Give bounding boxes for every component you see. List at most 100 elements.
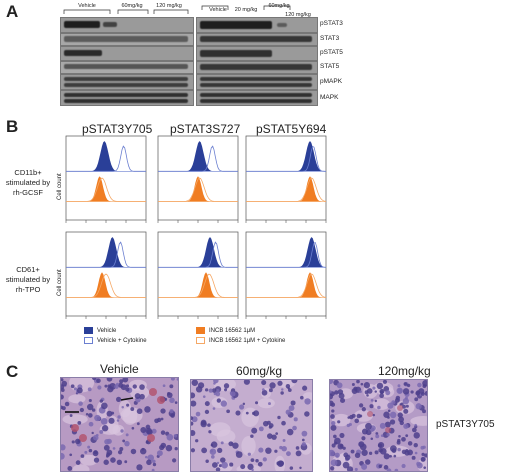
cell-nucleus — [191, 380, 199, 387]
cell-nucleus — [378, 447, 383, 453]
cell-nucleus — [212, 407, 216, 410]
cell-nucleus — [221, 461, 228, 469]
flow-peak-incb — [246, 176, 326, 202]
cell-nucleus — [402, 398, 410, 405]
blot-label-pmapk: pMAPK — [320, 78, 343, 85]
cell-nucleus — [230, 391, 236, 397]
cytoplasm-patch — [72, 464, 90, 471]
cell-nucleus — [76, 387, 83, 394]
cell-nucleus — [365, 422, 372, 430]
cell-nucleus — [154, 418, 159, 424]
cell-nucleus — [130, 448, 137, 455]
cell-nucleus — [197, 382, 205, 389]
cell-nucleus — [304, 398, 311, 405]
legend-text-incb-cytokine: INCB 16562 1μM + Cytokine — [209, 337, 286, 344]
cell-nucleus — [331, 420, 336, 426]
flow-peak-incb — [66, 272, 146, 298]
cell-nucleus — [201, 447, 208, 454]
cell-nucleus — [136, 464, 143, 471]
cell-nucleus — [208, 430, 212, 434]
blot-left-group-120: 120 mg/kg — [156, 3, 182, 9]
cell-nucleus — [247, 452, 251, 456]
cell-nucleus — [116, 419, 120, 422]
cell-nucleus — [416, 461, 421, 467]
cell-nucleus — [166, 392, 173, 399]
cell-nucleus — [136, 408, 143, 415]
cell-nucleus — [379, 393, 384, 399]
legend-text-incb: INCB 16562 1μM — [209, 327, 256, 334]
cell-nucleus — [151, 428, 157, 434]
blot-label-pstat5: pSTAT5 — [320, 49, 343, 56]
cell-nucleus — [277, 415, 281, 420]
cell-nucleus — [220, 441, 224, 445]
cell-nucleus — [271, 434, 277, 440]
cell-nucleus — [396, 440, 401, 445]
cell-nucleus — [116, 459, 123, 465]
blot-left-brackets — [63, 9, 189, 14]
cell-nucleus — [289, 466, 294, 470]
cell-nucleus — [361, 449, 368, 456]
histology-title-60: 60mg/kg — [236, 364, 283, 378]
cell-nucleus — [423, 466, 427, 469]
cell-nucleus — [393, 454, 397, 458]
cell-nucleus — [162, 384, 166, 388]
cell-nucleus — [132, 384, 137, 389]
cell-nucleus — [337, 443, 344, 450]
cell-nucleus — [385, 390, 391, 396]
cell-nucleus — [261, 389, 268, 396]
blot-left-strip-stat5 — [60, 61, 194, 74]
blot-right-strip-stat3 — [196, 33, 318, 46]
cell-nucleus — [111, 411, 115, 415]
flow-plot-frame — [157, 231, 239, 317]
histology-image-120 — [329, 379, 428, 472]
legend-text-vehicle-cytokine: Vehicle + Cytokine — [97, 337, 147, 344]
cell-nucleus — [211, 388, 217, 393]
cell-nucleus — [147, 454, 155, 462]
cell-nucleus — [204, 388, 209, 392]
cell-nucleus — [413, 432, 420, 439]
cell-nucleus — [401, 436, 406, 442]
cell-nucleus — [410, 390, 414, 394]
cell-nucleus — [125, 433, 129, 437]
cell-nucleus — [387, 409, 391, 413]
cell-nucleus — [354, 418, 360, 424]
cell-nucleus — [170, 413, 175, 418]
cell-nucleus — [330, 400, 334, 406]
cell-nucleus — [372, 413, 376, 417]
histology-image-vehicle — [60, 377, 179, 472]
blot-label-stat5: STAT5 — [320, 63, 340, 70]
cell-nucleus — [402, 388, 410, 395]
cell-nucleus — [358, 403, 364, 408]
cell-nucleus — [363, 382, 371, 389]
cell-nucleus — [351, 382, 355, 386]
cell-nucleus — [350, 449, 355, 454]
cell-nucleus — [130, 407, 135, 411]
cytoplasm-patch — [241, 436, 256, 456]
cell-nucleus — [374, 399, 378, 403]
cell-nucleus — [291, 380, 298, 384]
cell-nucleus — [293, 417, 298, 422]
cell-nucleus — [301, 438, 305, 442]
cell-nucleus — [346, 423, 351, 428]
cell-nucleus — [156, 450, 163, 457]
cytoplasm-patch — [410, 416, 427, 426]
cell-nucleus — [372, 386, 376, 390]
cell-nucleus — [136, 422, 140, 426]
cell-nucleus — [405, 434, 409, 438]
cell-nucleus — [334, 390, 339, 395]
cell-nucleus — [69, 414, 73, 417]
cell-nucleus — [169, 397, 175, 404]
cell-nucleus — [359, 390, 362, 393]
cell-nucleus — [282, 439, 286, 442]
cell-nucleus — [374, 390, 377, 393]
cell-nucleus — [375, 432, 379, 435]
cell-nucleus — [250, 458, 255, 462]
cell-nucleus — [160, 417, 164, 421]
cell-nucleus — [382, 380, 388, 384]
flow-peak-incb — [246, 272, 326, 298]
cell-nucleus — [172, 458, 177, 463]
panel-label-c: C — [6, 362, 19, 381]
cell-nucleus — [253, 410, 260, 417]
cell-nucleus — [216, 461, 220, 465]
cell-nucleus — [92, 434, 99, 441]
